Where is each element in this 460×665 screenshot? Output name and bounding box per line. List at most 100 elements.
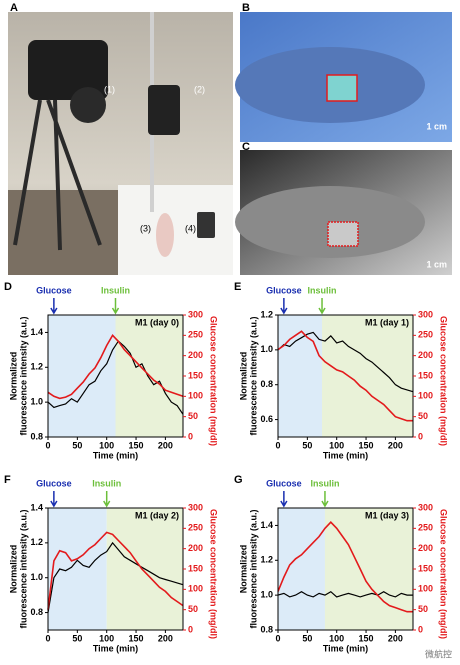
- y2-tick-label: 100: [418, 584, 433, 594]
- chart-title: M1 (day 1): [365, 317, 409, 327]
- x-tick-label: 50: [302, 633, 312, 643]
- series-line: [277, 590, 413, 598]
- chart-title: M1 (day 0): [135, 317, 179, 327]
- panel-label: A: [10, 2, 18, 14]
- x-tick-label: 0: [45, 440, 50, 450]
- y-tick-label: 1.0: [30, 397, 43, 407]
- y2-tick-label: 0: [418, 624, 423, 634]
- y-axis-label: Normalized: [238, 352, 248, 401]
- x-tick-label: 150: [129, 440, 144, 450]
- series-line: [47, 333, 184, 400]
- x-axis-label: Time (min): [93, 450, 138, 460]
- y2-tick-label: 250: [188, 330, 203, 340]
- x-tick-label: 150: [359, 633, 374, 643]
- y2-tick-label: 50: [418, 604, 428, 614]
- scale-bar-label: 1 cm: [426, 259, 447, 269]
- pre-insulin-region: [278, 508, 325, 630]
- y2-tick-label: 300: [188, 502, 203, 512]
- x-tick-label: 0: [275, 440, 280, 450]
- annotation-arrow: [321, 491, 329, 508]
- y-tick-label: 1.0: [260, 590, 273, 600]
- photo-fluorescence: [235, 12, 452, 142]
- y-axis-label: Normalized: [8, 352, 18, 401]
- photo-annotation: (3): [140, 223, 151, 233]
- y2-tick-label: 50: [188, 411, 198, 421]
- post-insulin-region: [324, 508, 413, 630]
- panel-label: B: [242, 2, 250, 14]
- photo-annotation: (4): [185, 223, 196, 233]
- y-axis-label: fluorescence intensity (a.u.): [18, 509, 28, 628]
- annotation: Glucose: [36, 285, 72, 295]
- y2-tick-label: 100: [188, 584, 203, 594]
- photo-annotation: (2): [194, 84, 205, 94]
- series-line: [47, 340, 184, 415]
- photo-setup: [8, 12, 233, 275]
- y-tick-label: 0.8: [260, 624, 273, 634]
- annotation: Insulin: [310, 478, 339, 488]
- y-axis-label: fluorescence intensity (a.u.): [18, 316, 28, 435]
- post-insulin-region: [322, 315, 413, 437]
- annotation-arrow: [280, 491, 288, 508]
- y2-tick-label: 200: [418, 350, 433, 360]
- x-tick-label: 100: [99, 440, 114, 450]
- y2-tick-label: 200: [188, 543, 203, 553]
- y2-tick-label: 150: [418, 370, 433, 380]
- x-tick-label: 150: [359, 440, 374, 450]
- x-tick-label: 0: [45, 633, 50, 643]
- x-tick-label: 0: [275, 633, 280, 643]
- y2-axis-label: Glucose concentration (mg/dl): [209, 316, 219, 446]
- x-tick-label: 50: [302, 440, 312, 450]
- y2-tick-label: 0: [188, 624, 193, 634]
- series-line: [47, 541, 184, 613]
- panel-label: C: [242, 141, 250, 153]
- y-tick-label: 1.2: [30, 362, 43, 372]
- panel-label: D: [4, 281, 12, 293]
- annotation-arrow: [280, 298, 288, 315]
- x-tick-label: 200: [158, 633, 173, 643]
- x-tick-label: 50: [72, 440, 82, 450]
- y2-tick-label: 150: [188, 370, 203, 380]
- series-line: [277, 331, 414, 393]
- y-tick-label: 1.2: [260, 309, 273, 319]
- y-tick-label: 1.2: [30, 537, 43, 547]
- y2-axis-label: Glucose concentration (mg/dl): [209, 509, 219, 639]
- annotation: Insulin: [308, 285, 337, 295]
- chart-title: M1 (day 3): [365, 510, 409, 520]
- y-axis-label: fluorescence intensity (a.u.): [248, 509, 258, 628]
- y-tick-label: 0.6: [260, 414, 273, 424]
- y2-tick-label: 0: [418, 431, 423, 441]
- y-axis-label: Normalized: [238, 545, 248, 594]
- y2-axis-label: Glucose concentration (mg/dl): [439, 316, 449, 446]
- y2-tick-label: 200: [188, 350, 203, 360]
- x-axis-label: Time (min): [323, 450, 368, 460]
- annotation-arrow: [50, 491, 58, 508]
- x-tick-label: 200: [388, 440, 403, 450]
- panel-label: E: [234, 281, 241, 293]
- annotation-arrow: [50, 298, 58, 315]
- annotation: Glucose: [266, 285, 302, 295]
- y-tick-label: 1.4: [30, 502, 43, 512]
- pre-insulin-region: [278, 315, 323, 437]
- series-line: [47, 531, 184, 610]
- y2-tick-label: 50: [418, 411, 428, 421]
- photo-annotation: (1): [104, 84, 115, 94]
- y-tick-label: 0.8: [260, 379, 273, 389]
- y-tick-label: 1.0: [30, 572, 43, 582]
- y-tick-label: 1.4: [30, 327, 43, 337]
- x-tick-label: 100: [99, 633, 114, 643]
- panel-label: F: [4, 474, 11, 486]
- y-tick-label: 1.0: [260, 344, 273, 354]
- y-tick-label: 1.2: [260, 555, 273, 565]
- x-axis-label: Time (min): [93, 643, 138, 653]
- pre-insulin-region: [48, 508, 107, 630]
- annotation-arrow: [103, 491, 111, 508]
- annotation: Insulin: [101, 285, 130, 295]
- watermark: 微航控: [425, 648, 452, 659]
- y2-tick-label: 200: [418, 543, 433, 553]
- annotation: Glucose: [266, 478, 302, 488]
- series-line: [277, 521, 413, 613]
- y2-tick-label: 300: [418, 502, 433, 512]
- y-tick-label: 0.8: [30, 431, 43, 441]
- annotation: Insulin: [92, 478, 121, 488]
